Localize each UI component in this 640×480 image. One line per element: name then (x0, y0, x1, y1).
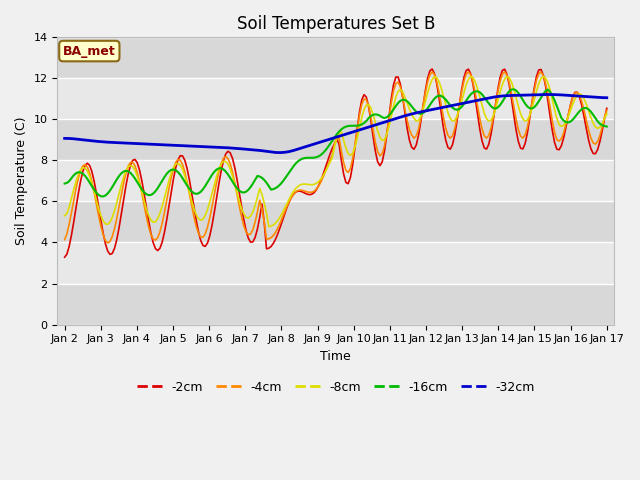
X-axis label: Time: Time (321, 350, 351, 363)
Text: BA_met: BA_met (63, 45, 116, 58)
Bar (58, 284, 614, 324)
Bar (58, 160, 614, 202)
Legend: -2cm, -4cm, -8cm, -16cm, -32cm: -2cm, -4cm, -8cm, -16cm, -32cm (131, 376, 540, 399)
Bar (58, 120, 614, 160)
Bar (58, 242, 614, 284)
Bar (58, 202, 614, 242)
Y-axis label: Soil Temperature (C): Soil Temperature (C) (15, 117, 28, 245)
Title: Soil Temperatures Set B: Soil Temperatures Set B (237, 15, 435, 33)
Bar (58, 37, 614, 78)
Bar (58, 78, 614, 120)
